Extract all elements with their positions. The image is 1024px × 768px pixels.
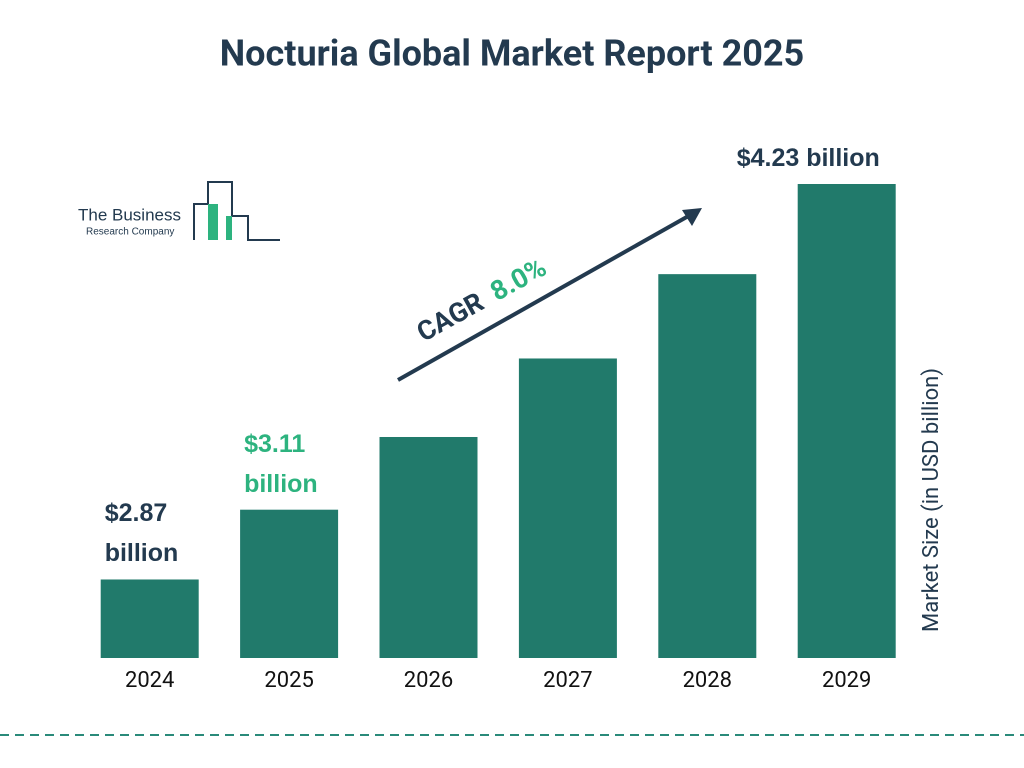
- bar: [379, 436, 478, 658]
- cagr-label: CAGR: [411, 286, 489, 349]
- logo-bar: [208, 204, 218, 240]
- logo-subtext: Research Company: [86, 227, 174, 238]
- x-tick-label: 2029: [822, 668, 871, 693]
- cagr-arrowhead: [682, 208, 702, 226]
- logo: The Business Research Company: [78, 181, 280, 241]
- x-tick-label: 2027: [543, 668, 592, 693]
- bar: [658, 274, 757, 658]
- bar: [518, 358, 617, 658]
- x-tick-label: 2024: [125, 668, 174, 693]
- value-label: $4.23 billion: [736, 144, 880, 172]
- logo-bar: [226, 216, 232, 240]
- logo-text: The Business: [78, 205, 181, 224]
- value-label: $3.11 billion: [244, 429, 318, 498]
- x-tick-label: 2025: [264, 668, 313, 693]
- bar: [240, 509, 339, 658]
- bar: [797, 184, 896, 658]
- cagr-annotation: CAGR 8.0%: [397, 208, 702, 382]
- chart-title: Nocturia Global Market Report 2025: [220, 33, 804, 75]
- cagr-arrow: [397, 212, 693, 382]
- x-tick-label: 2026: [404, 668, 453, 693]
- bar: [100, 579, 199, 658]
- x-tick-label: 2028: [683, 668, 732, 693]
- logo-outline: [193, 181, 280, 241]
- y-axis-label: Market Size (in USD billion): [919, 368, 944, 632]
- value-label: $2.87 billion: [104, 499, 179, 568]
